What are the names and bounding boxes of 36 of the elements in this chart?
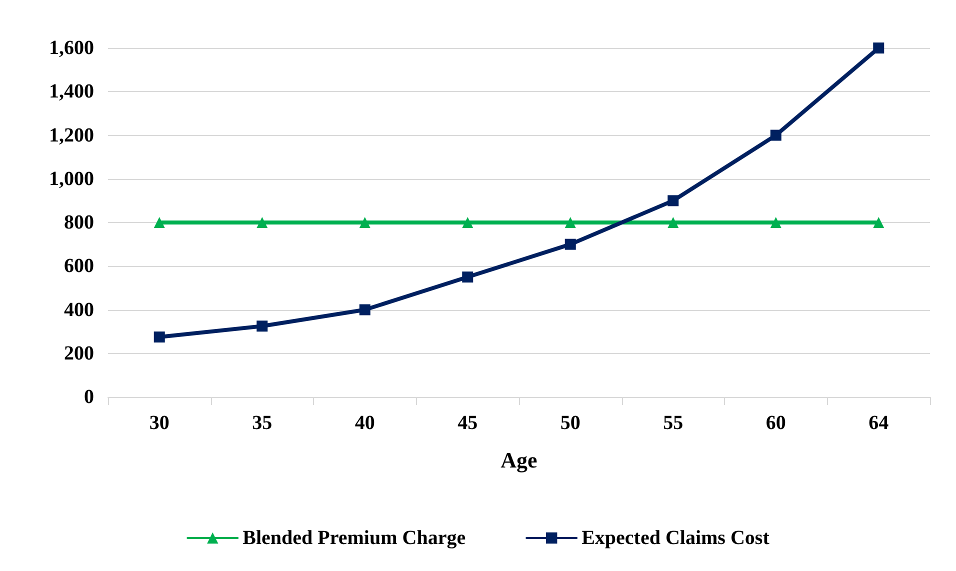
x-tick-label: 45 bbox=[458, 412, 478, 434]
x-tick-label: 30 bbox=[149, 412, 170, 434]
point bbox=[770, 130, 782, 141]
x-tick-label: 50 bbox=[560, 412, 580, 434]
point bbox=[154, 332, 165, 343]
x-tick-label: 55 bbox=[663, 412, 684, 434]
point bbox=[564, 217, 576, 228]
point bbox=[256, 320, 268, 332]
x-axis-title: Age bbox=[500, 448, 538, 472]
y-tick-label: 1,600 bbox=[49, 37, 94, 59]
point bbox=[564, 238, 576, 250]
point bbox=[462, 272, 474, 283]
point bbox=[462, 217, 474, 228]
point bbox=[154, 217, 165, 228]
x-tick-label: 40 bbox=[354, 412, 375, 434]
x-tick-label: 64 bbox=[868, 412, 889, 434]
point bbox=[770, 217, 782, 228]
y-tick-label: 600 bbox=[64, 255, 94, 278]
y-tick-label: 1,400 bbox=[49, 80, 94, 103]
legend-label: Blended Premium Charge bbox=[242, 527, 466, 549]
point bbox=[256, 217, 268, 228]
legend-label: Expected Claims Cost bbox=[582, 527, 770, 549]
point bbox=[873, 42, 884, 54]
y-tick-label: 1,000 bbox=[49, 168, 94, 190]
y-tick-label: 0 bbox=[84, 386, 94, 408]
point bbox=[359, 217, 370, 228]
point bbox=[668, 195, 679, 206]
point bbox=[668, 217, 679, 228]
point bbox=[873, 217, 884, 228]
y-tick-label: 200 bbox=[64, 342, 94, 364]
y-tick-label: 800 bbox=[64, 212, 94, 234]
y-tick-label: 400 bbox=[64, 298, 94, 321]
point bbox=[359, 304, 370, 316]
x-tick-label: 60 bbox=[766, 412, 786, 434]
y-tick-label: 1,200 bbox=[49, 124, 94, 146]
x-tick-label: 35 bbox=[252, 412, 272, 434]
